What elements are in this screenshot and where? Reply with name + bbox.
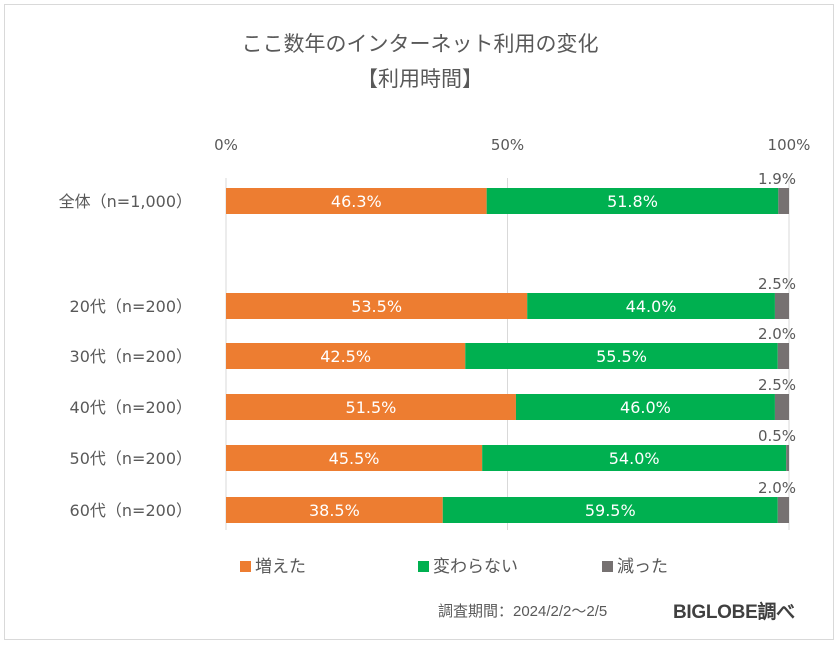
- bar-segment: [226, 394, 516, 420]
- x-tick-label: 0%: [214, 136, 238, 154]
- category-label: 全体（n=1,000）: [59, 192, 192, 211]
- bar-segment: [778, 188, 789, 214]
- category-label: 50代（n=200）: [70, 449, 192, 468]
- data-label: 2.5%: [758, 275, 796, 293]
- data-label: 2.0%: [758, 479, 796, 497]
- x-tick-label: 100%: [768, 136, 811, 154]
- legend-swatch-unchanged: [418, 560, 429, 572]
- data-label: 0.5%: [758, 427, 796, 445]
- bar-segment: [774, 293, 789, 319]
- bar-segment: [482, 445, 787, 471]
- data-label: 46.0%: [620, 398, 671, 417]
- source-credit: BIGLOBE調べ: [673, 602, 795, 623]
- category-label: 40代（n=200）: [70, 398, 192, 417]
- chart-title: ここ数年のインターネット利用の変化: [241, 32, 599, 56]
- data-label: 51.8%: [607, 192, 658, 211]
- data-label: 42.5%: [320, 347, 371, 366]
- legend-label-decreased: 減った: [617, 557, 668, 577]
- bar-segment: [786, 445, 789, 471]
- bar-segment: [226, 293, 528, 319]
- data-label: 2.0%: [758, 325, 796, 343]
- legend-label-increased: 増えた: [255, 557, 306, 577]
- legend-swatch-decreased: [602, 560, 613, 572]
- survey-period: 調査期間：2024/2/2～2/5: [438, 603, 608, 620]
- bar-segment: [226, 497, 443, 523]
- data-label: 44.0%: [626, 297, 677, 316]
- bar-segment: [226, 445, 483, 471]
- legend-label-unchanged: 変わらない: [433, 557, 518, 577]
- data-label: 51.5%: [346, 398, 397, 417]
- data-label: 45.5%: [329, 449, 380, 468]
- x-tick-label: 50%: [491, 136, 524, 154]
- bar-segment: [527, 293, 775, 319]
- bar-segment: [465, 343, 778, 369]
- data-label: 38.5%: [309, 501, 360, 520]
- data-label: 55.5%: [596, 347, 647, 366]
- chart-subtitle: 【利用時間】: [357, 67, 483, 91]
- bar-segment: [777, 343, 789, 369]
- bar-segment: [442, 497, 778, 523]
- bar-segment: [515, 394, 775, 420]
- data-label: 54.0%: [609, 449, 660, 468]
- legend-item-unchanged: 変わらない: [418, 552, 518, 577]
- bar-segment: [226, 343, 466, 369]
- data-label: 2.5%: [758, 376, 796, 394]
- category-label: 60代（n=200）: [70, 501, 192, 520]
- data-label: 46.3%: [331, 192, 382, 211]
- bar-segment: [774, 394, 789, 420]
- bar-segment: [226, 188, 487, 214]
- category-label: 20代（n=200）: [70, 297, 192, 316]
- data-label: 1.9%: [758, 170, 796, 188]
- legend-item-increased: 増えた: [240, 552, 306, 577]
- data-label: 53.5%: [351, 297, 402, 316]
- data-label: 59.5%: [585, 501, 636, 520]
- chart-frame: [4, 4, 834, 640]
- bar-segment: [777, 497, 789, 523]
- category-label: 30代（n=200）: [70, 347, 192, 366]
- legend-swatch-increased: [240, 560, 251, 572]
- legend-item-decreased: 減った: [602, 552, 668, 577]
- bar-segment: [486, 188, 779, 214]
